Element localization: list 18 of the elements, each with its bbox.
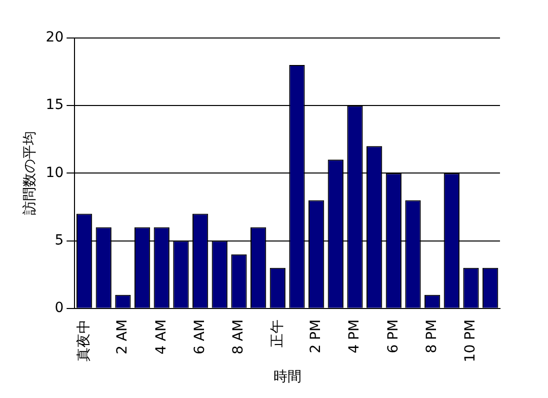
x-tick-label: 10 PM xyxy=(462,319,479,362)
y-tick-label: 20 xyxy=(46,30,64,46)
y-tick-label: 10 xyxy=(46,164,64,181)
x-tick-label: 2 AM xyxy=(114,319,131,354)
x-tick-label: 正午 xyxy=(269,319,286,348)
x-tick-label: 4 PM xyxy=(346,319,363,354)
y-tick-label: 5 xyxy=(54,232,64,248)
y-tick-label: 0 xyxy=(54,300,64,316)
y-axis-title: 訪問数の平均 xyxy=(22,131,38,216)
x-tick-label: 2 PM xyxy=(308,319,324,354)
x-tick-label: 4 AM xyxy=(153,319,170,354)
x-tick-label: 6 PM xyxy=(385,319,402,354)
x-axis-title: 時間 xyxy=(273,369,302,386)
x-tick-label: 6 AM xyxy=(192,319,208,354)
x-tick-label: 8 PM xyxy=(424,319,440,354)
x-tick-label: 8 AM xyxy=(230,319,247,354)
y-tick-label: 15 xyxy=(46,97,64,114)
x-tick-label: 真夜中 xyxy=(76,319,92,362)
